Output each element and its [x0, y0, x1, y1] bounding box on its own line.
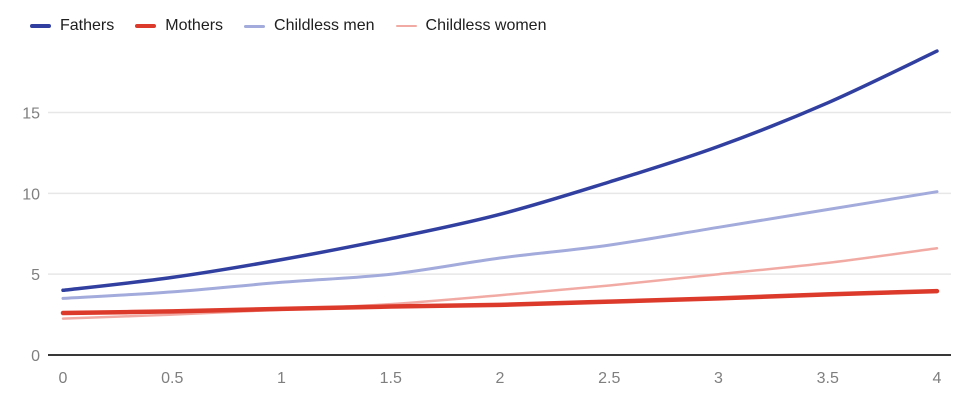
x-tick-label-3-5: 3.5 [817, 370, 839, 387]
series-line-childless-women [61, 247, 939, 320]
legend-item-mothers: Mothers [135, 18, 223, 34]
legend-swatch-childless-men [244, 24, 266, 28]
chart-legend: Fathers Mothers Childless men Childless wom… [30, 18, 546, 34]
series-line-childless-men [61, 190, 939, 300]
legend-label-fathers: Fathers [60, 17, 115, 34]
legend-label-childless-men: Childless men [274, 17, 375, 34]
legend-label-childless-women: Childless women [425, 17, 547, 34]
x-tick-label-1-5: 1.5 [380, 370, 402, 387]
series-line-fathers [61, 49, 939, 293]
legend-swatch-childless-women [395, 24, 417, 28]
legend-item-childless-men: Childless men [244, 17, 375, 34]
x-tick-label-0-5: 0.5 [161, 370, 183, 387]
x-tick-label-0: 0 [59, 370, 68, 387]
legend-swatch-mothers [135, 23, 157, 29]
legend-item-fathers: Fathers [30, 18, 114, 34]
series-line-mothers [60, 288, 940, 316]
x-tick-label-1: 1 [277, 370, 286, 387]
legend-swatch-fathers [30, 24, 51, 28]
legend-label-mothers: Mothers [165, 17, 224, 34]
x-tick-label-3: 3 [714, 370, 723, 387]
legend-item-childless-women: Childless women [395, 17, 547, 34]
y-tick-label-0: 0 [31, 348, 40, 365]
x-tick-label-2: 2 [496, 370, 505, 387]
y-tick-label-15: 15 [22, 106, 40, 123]
y-tick-label-10: 10 [22, 186, 40, 203]
y-tick-label-5: 5 [31, 267, 40, 284]
x-tick-label-2-5: 2.5 [598, 370, 620, 387]
x-tick-label-4: 4 [933, 370, 942, 387]
